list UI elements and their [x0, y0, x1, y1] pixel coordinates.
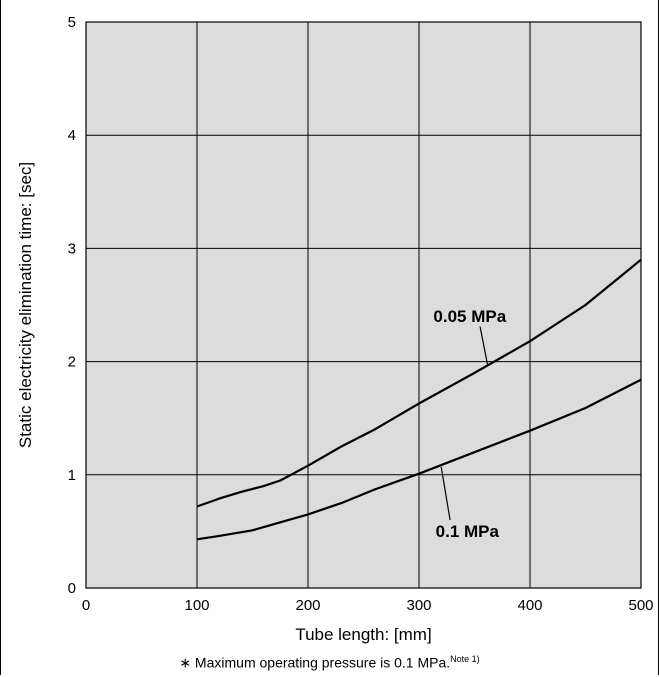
x-tick-label: 500 [628, 597, 653, 614]
plot-area [85, 21, 642, 589]
y-tick-label: 0 [68, 580, 76, 597]
y-tick-label: 2 [68, 354, 76, 371]
tick-labels: 0 100 200 300 400 500 0 1 2 3 4 5 [68, 14, 654, 614]
series-label: 0.05 MPa [433, 307, 506, 326]
x-tick-label: 400 [517, 597, 542, 614]
footnote: ∗ Maximum operating pressure is 0.1 MPa.… [0, 654, 659, 672]
y-tick-label: 5 [68, 14, 76, 31]
y-axis-title: Static electricity elimination time: [se… [16, 162, 35, 448]
leader-line [479, 326, 489, 367]
x-axis-title: Tube length: [mm] [295, 625, 431, 644]
x-tick-label: 0 [82, 597, 90, 614]
grid [86, 22, 641, 588]
series-labels: 0.05 MPa 0.1 MPa [433, 307, 506, 541]
series-line [196, 378, 642, 541]
y-tick-label: 3 [68, 240, 76, 257]
series-label: 0.1 MPa [436, 522, 500, 541]
y-tick-label: 1 [68, 467, 76, 484]
footnote-text: ∗ Maximum operating pressure is 0.1 MPa. [179, 654, 451, 671]
x-tick-label: 300 [406, 597, 431, 614]
series-line [196, 258, 642, 508]
x-tick-label: 100 [184, 597, 209, 614]
y-tick-label: 4 [68, 127, 76, 144]
footnote-note-ref: Note 1) [450, 654, 480, 664]
series-lines [196, 258, 642, 541]
x-tick-label: 200 [295, 597, 320, 614]
leader-line [440, 466, 451, 521]
